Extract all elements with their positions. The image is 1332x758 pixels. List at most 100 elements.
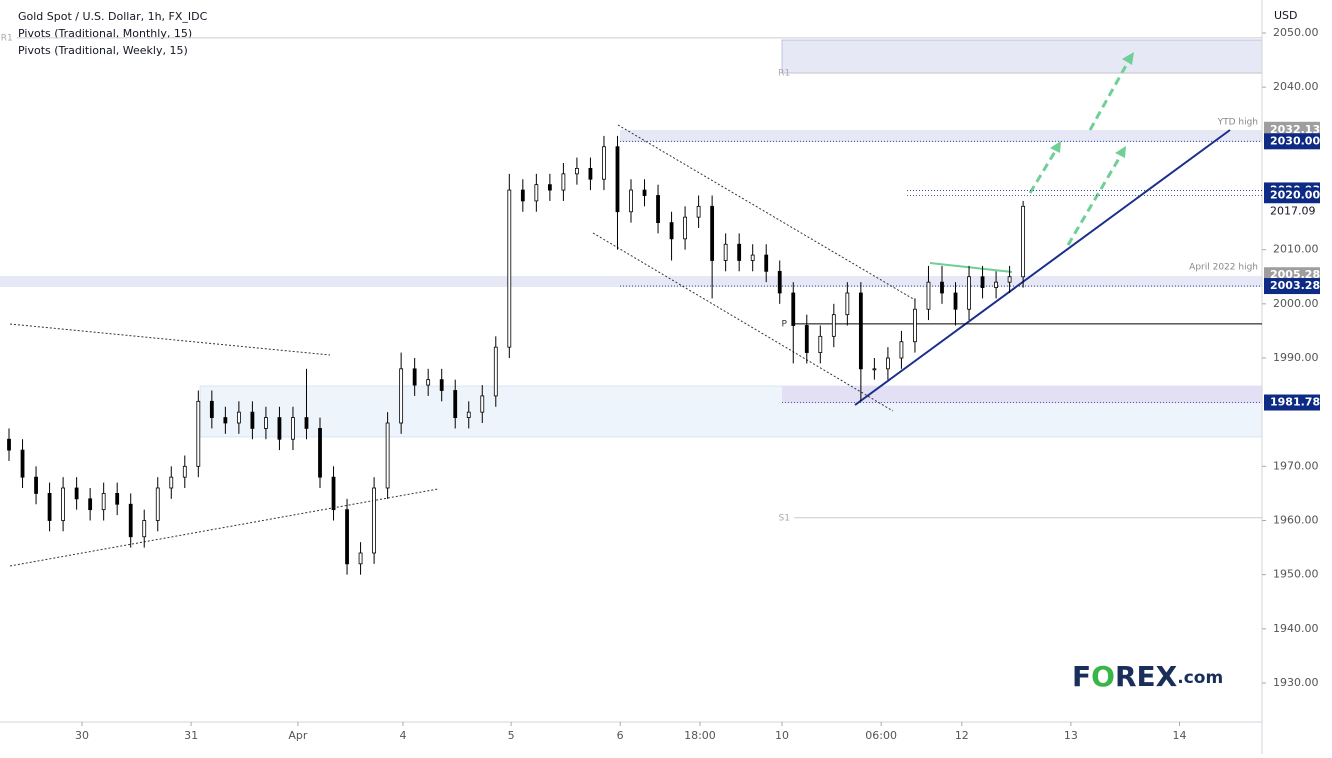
candle [629,179,633,223]
candle-body [737,243,742,261]
candle [804,314,809,364]
price-label: 2020.00 [1270,188,1320,201]
candle-body [953,292,958,310]
candle [426,368,431,396]
x-tick-label: 06:00 [865,729,897,742]
candle-body [331,476,336,511]
candle-body [61,487,65,521]
candle [236,401,241,434]
candle-body [223,417,228,424]
candle-body [155,487,160,521]
candle [412,357,417,396]
candle [980,265,985,299]
candle [493,336,498,407]
candle-body [236,411,241,424]
zone [620,130,1262,142]
pivot-label: R1 [1,33,13,43]
candle [777,260,782,304]
candle [115,482,120,516]
candle [642,179,647,207]
price-label-box [1264,203,1320,220]
candle [899,330,904,369]
watermark-part: .com [1177,668,1223,688]
watermark-part: O [1091,660,1115,693]
candle-body [318,428,322,478]
candle-body [967,276,971,310]
candle-body [683,216,687,240]
candle [615,135,620,250]
candle-body [994,281,998,288]
candle [7,428,11,461]
candle-body [899,341,904,359]
candle-body [520,189,525,202]
chart-title: Gold Spot / U.S. Dollar, 1h, FX_IDC [18,10,208,23]
candle [385,412,390,499]
candle [669,211,674,261]
candle [520,179,525,212]
candle-body [439,379,444,391]
candle [196,390,201,478]
candle-body [629,189,633,213]
candle-body [507,189,512,348]
watermark-part: F [1072,660,1091,693]
price-label: 2005.28 [1270,268,1320,281]
x-tick-label: 5 [508,729,515,742]
watermark-part: REX [1115,660,1178,693]
candle-body [831,314,836,337]
candle [791,282,796,364]
candle-body [169,476,174,489]
candle [994,271,998,299]
candle [886,347,890,380]
candle [913,298,917,353]
candle [277,406,282,451]
candle-body [615,146,620,213]
candle-body [196,400,201,467]
candle-body [7,438,11,451]
candle-body [872,368,877,371]
candle-body [696,205,701,218]
candle [831,303,836,348]
candle [372,477,376,564]
candle-body [358,552,363,565]
price-label: 1981.78 [1270,396,1320,409]
candle-body [142,520,147,538]
candle [547,173,552,201]
candle [1021,200,1026,288]
candle-body [980,276,985,288]
price-label: 2030.00 [1270,134,1320,147]
candle [926,265,931,321]
y-tick-label: 2000.00 [1273,297,1319,310]
candle [683,206,687,250]
candle-body [426,379,431,386]
trend-line [9,323,331,356]
y-tick-label: 2050.00 [1273,26,1319,39]
pivot-label: P [782,319,788,329]
candle-body [399,368,404,424]
candle-body [940,281,944,294]
candle-body [209,400,214,418]
candle [209,390,214,429]
arrow [1028,149,1058,194]
candle-body [412,368,417,386]
study-label: Pivots (Traditional, Monthly, 15) [18,27,192,40]
arrow-head [1115,146,1126,158]
arrow-heads [1050,52,1134,158]
candle [710,195,715,299]
candle-body [128,503,133,538]
candle [845,282,850,326]
price-label: 2032.13 [1270,123,1320,136]
candle [101,482,106,521]
projection-arrows [1028,61,1130,246]
candle-body [345,509,349,565]
candle [223,406,228,434]
price-label-box [1264,394,1320,411]
candle [737,233,742,272]
candle-body [602,146,606,180]
candle-body [115,493,120,505]
zone [0,276,1262,287]
candle-body [264,417,268,429]
arrow-head [1050,141,1061,153]
candle [61,477,65,532]
candle [88,487,93,521]
candle [480,385,485,423]
